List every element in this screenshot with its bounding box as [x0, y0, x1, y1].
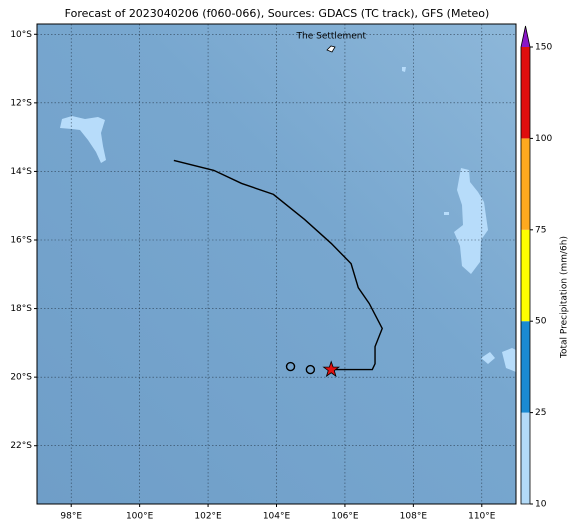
island: [326, 45, 336, 53]
x-tick-label: 108°E: [400, 512, 428, 522]
track-marker: [305, 364, 316, 375]
x-tick-label: 100°E: [126, 512, 154, 522]
colorbar-tick-label: 50: [535, 317, 547, 327]
colorbar-tick-label: 75: [535, 225, 546, 235]
land: [444, 212, 449, 215]
colorbar-tick-label: 10: [535, 500, 547, 510]
land: [60, 116, 106, 163]
storm-track: [173, 159, 383, 371]
y-tick-label: 18°S: [10, 304, 32, 314]
colorbar-frame: [520, 25, 531, 505]
colorbar-label: Total Precipitation (mm/6h): [560, 236, 570, 359]
land-patches: [60, 67, 516, 372]
land: [502, 348, 516, 372]
colorbar-extend: [521, 26, 530, 47]
y-tick-label: 20°S: [10, 373, 32, 383]
grid: [37, 24, 516, 504]
y-tick-label: 10°S: [10, 30, 32, 40]
colorbar-tick-label: 25: [535, 408, 546, 418]
colorbar-segment: [521, 321, 530, 413]
x-tick-label: 106°E: [331, 512, 359, 522]
annotation: The Settlement: [296, 32, 367, 42]
colorbar-segment: [521, 412, 530, 504]
colorbar-tick-label: 150: [535, 43, 552, 53]
land: [454, 168, 488, 274]
land: [402, 67, 406, 72]
colorbar-segment: [521, 229, 530, 322]
land: [481, 352, 495, 364]
y-tick-label: 12°S: [10, 98, 32, 108]
current-position: [322, 360, 341, 378]
x-tick-label: 104°E: [263, 512, 291, 522]
chart-title: Forecast of 2023040206 (f060-066), Sourc…: [65, 7, 490, 20]
x-tick-label: 98°E: [60, 512, 82, 522]
x-tick-label: 102°E: [194, 512, 222, 522]
colorbar-tick-label: 100: [535, 134, 552, 144]
track-marker: [285, 361, 296, 372]
colorbar-segment: [521, 138, 530, 230]
y-tick-label: 14°S: [10, 167, 32, 177]
y-tick-label: 16°S: [10, 236, 32, 246]
ocean: [37, 24, 516, 504]
x-tick-label: 110°E: [468, 512, 496, 522]
y-tick-label: 22°S: [10, 441, 32, 451]
colorbar-segment: [521, 47, 530, 139]
